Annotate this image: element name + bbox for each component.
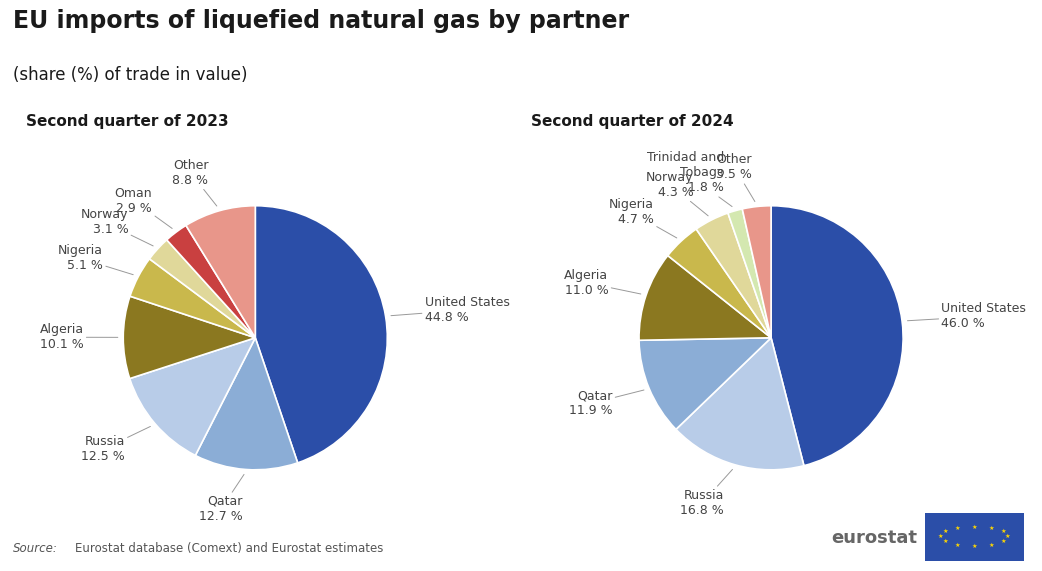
Text: Oman
2.9 %: Oman 2.9 %	[115, 187, 172, 228]
Wedge shape	[255, 206, 388, 463]
Wedge shape	[668, 229, 771, 338]
Text: ★: ★	[942, 539, 948, 544]
Wedge shape	[639, 256, 771, 340]
Text: ★: ★	[1006, 534, 1011, 539]
Text: Other
8.8 %: Other 8.8 %	[172, 159, 217, 206]
Text: Algeria
10.1 %: Algeria 10.1 %	[40, 323, 118, 351]
Text: Russia
12.5 %: Russia 12.5 %	[81, 427, 150, 463]
Text: Qatar
12.7 %: Qatar 12.7 %	[199, 475, 244, 523]
Wedge shape	[728, 209, 771, 338]
Text: ★: ★	[938, 534, 943, 539]
Wedge shape	[167, 226, 255, 338]
Text: ★: ★	[988, 542, 994, 548]
Wedge shape	[195, 338, 298, 470]
Wedge shape	[676, 338, 804, 470]
Text: Norway
3.1 %: Norway 3.1 %	[81, 208, 153, 246]
Text: Nigeria
4.7 %: Nigeria 4.7 %	[609, 198, 676, 238]
Text: Second quarter of 2023: Second quarter of 2023	[26, 114, 228, 129]
Wedge shape	[771, 206, 903, 466]
Text: United States
46.0 %: United States 46.0 %	[908, 302, 1026, 330]
Text: Trinidad and
Tobago
1.8 %: Trinidad and Tobago 1.8 %	[647, 151, 733, 207]
Text: ★: ★	[1000, 529, 1007, 534]
Text: Qatar
11.9 %: Qatar 11.9 %	[569, 389, 644, 417]
Text: (share (%) of trade in value): (share (%) of trade in value)	[13, 66, 247, 84]
Text: Russia
16.8 %: Russia 16.8 %	[680, 469, 733, 517]
Text: Algeria
11.0 %: Algeria 11.0 %	[565, 269, 641, 297]
Text: Second quarter of 2024: Second quarter of 2024	[531, 114, 734, 129]
Wedge shape	[696, 213, 771, 338]
Text: ★: ★	[1000, 539, 1007, 544]
Wedge shape	[742, 206, 771, 338]
Text: ★: ★	[971, 525, 977, 529]
Wedge shape	[130, 259, 255, 338]
Text: ★: ★	[954, 526, 960, 531]
Wedge shape	[149, 240, 255, 338]
Text: eurostat: eurostat	[830, 529, 917, 547]
Text: Source:: Source:	[13, 542, 57, 555]
Wedge shape	[129, 338, 255, 456]
Wedge shape	[185, 206, 255, 338]
Wedge shape	[639, 338, 771, 429]
Text: Other
3.5 %: Other 3.5 %	[716, 153, 754, 202]
Text: ★: ★	[988, 526, 994, 531]
Bar	[924, 513, 1023, 561]
Text: ★: ★	[942, 529, 948, 534]
Text: United States
44.8 %: United States 44.8 %	[391, 296, 510, 324]
Wedge shape	[123, 296, 255, 379]
Text: ★: ★	[971, 544, 977, 549]
Text: EU imports of liquefied natural gas by partner: EU imports of liquefied natural gas by p…	[13, 9, 628, 33]
Text: Eurostat database (Comext) and Eurostat estimates: Eurostat database (Comext) and Eurostat …	[75, 542, 383, 555]
Text: Norway
4.3 %: Norway 4.3 %	[646, 171, 709, 216]
Text: ★: ★	[954, 542, 960, 548]
Text: Nigeria
5.1 %: Nigeria 5.1 %	[58, 244, 133, 275]
